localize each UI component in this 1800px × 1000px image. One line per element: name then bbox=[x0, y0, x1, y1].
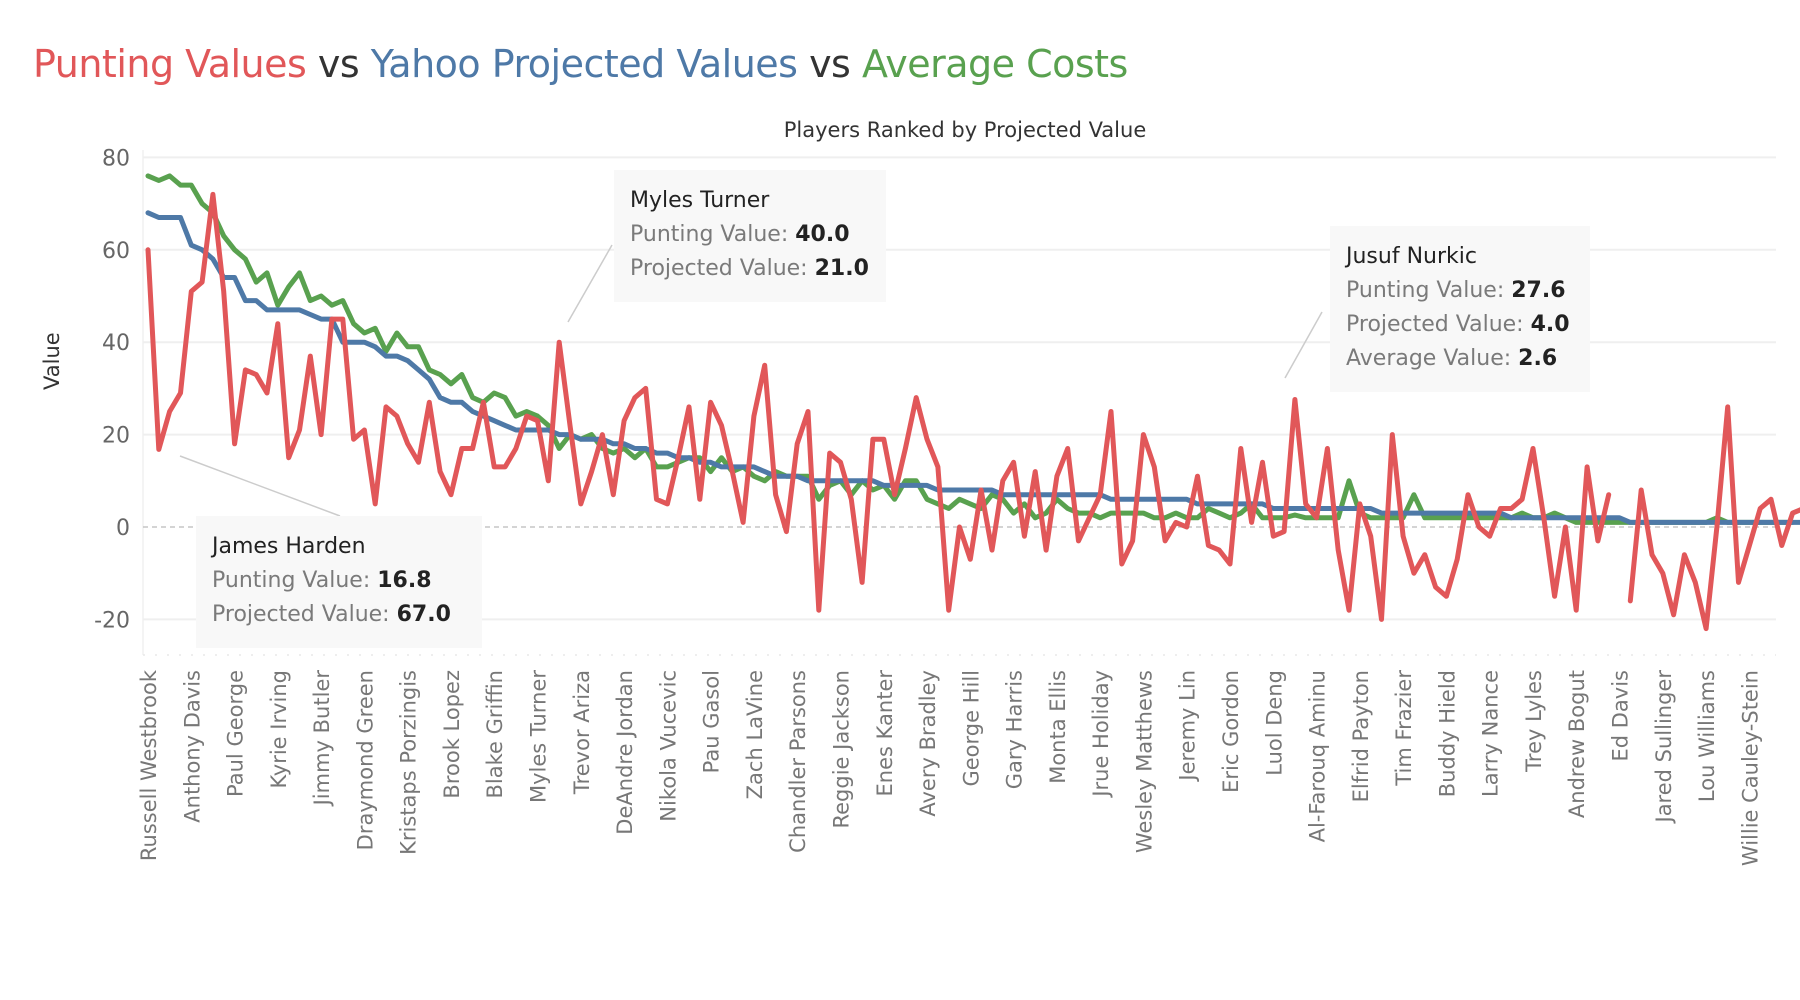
tooltip-player-name: Myles Turner bbox=[630, 188, 770, 213]
x-tick-label: Trevor Ariza bbox=[570, 670, 594, 795]
y-axis-ticks: 80 60 40 20 0 -20 bbox=[94, 146, 130, 633]
x-tick-label: Draymond Green bbox=[353, 670, 377, 850]
x-tick-label: Jeremy Lin bbox=[1176, 670, 1200, 783]
x-tick-label: DeAndre Jordan bbox=[613, 670, 637, 835]
x-tick-label: Anthony Davis bbox=[180, 670, 204, 823]
x-tick-label: Zach LaVine bbox=[743, 670, 767, 799]
series-lines bbox=[145, 173, 1800, 632]
y-tick-label: 40 bbox=[102, 331, 130, 356]
x-tick-label: Willie Cauley-Stein bbox=[1738, 670, 1762, 866]
x-tick-label: Monta Ellis bbox=[1046, 670, 1070, 784]
x-tick-label: Eric Gordon bbox=[1219, 670, 1243, 793]
tooltip-myles-turner: Myles Turner Punting Value: 40.0 Project… bbox=[614, 170, 886, 302]
title-vs-1: vs bbox=[317, 42, 360, 86]
x-tick-label: Gary Harris bbox=[1003, 670, 1027, 789]
chart-title: Punting Values vs Yahoo Projected Values… bbox=[33, 42, 1128, 86]
series-line-punting-value bbox=[145, 191, 1612, 622]
chart-subtitle: Players Ranked by Projected Value bbox=[783, 118, 1147, 142]
x-tick-label: Ed Davis bbox=[1609, 670, 1633, 762]
title-vs-2: vs bbox=[809, 42, 851, 86]
leader-line-harden bbox=[179, 455, 341, 517]
x-tick-label: Chandler Parsons bbox=[786, 670, 810, 853]
tooltip-line: Projected Value: 67.0 bbox=[212, 602, 451, 627]
x-tick-label: Buddy Hield bbox=[1435, 670, 1459, 797]
x-tick-label: Avery Bradley bbox=[916, 670, 940, 817]
series-line-punting-value bbox=[1627, 404, 1800, 632]
y-tick-label: 60 bbox=[102, 239, 130, 264]
leader-line-nurkic bbox=[1284, 311, 1323, 379]
series-line-projected-value bbox=[145, 210, 1800, 525]
tooltip-jusuf-nurkic: Jusuf Nurkic Punting Value: 27.6 Project… bbox=[1330, 226, 1590, 392]
x-tick-label: Lou Williams bbox=[1695, 670, 1719, 802]
x-tick-label: Wesley Matthews bbox=[1132, 670, 1156, 853]
x-tick-label: Myles Turner bbox=[527, 670, 551, 803]
tooltip-leader-lines bbox=[179, 244, 1323, 517]
x-tick-label: Enes Kanter bbox=[873, 670, 897, 797]
title-average-costs: Average Costs bbox=[861, 42, 1128, 86]
x-tick-label: Nikola Vucevic bbox=[656, 670, 680, 822]
tooltip-line: Punting Value: 40.0 bbox=[630, 222, 850, 247]
x-tick-label: Elfrid Payton bbox=[1349, 670, 1373, 802]
x-tick-label: Andrew Bogut bbox=[1565, 670, 1589, 818]
x-tick-label: Kyrie Irving bbox=[267, 670, 291, 788]
x-axis-ticks: Russell Westbrook Anthony Davis Paul Georg… bbox=[137, 669, 1762, 866]
x-tick-label: Larry Nance bbox=[1479, 670, 1503, 797]
tooltip-player-name: Jusuf Nurkic bbox=[1346, 244, 1477, 269]
x-tick-label: Jared Sullinger bbox=[1652, 670, 1676, 825]
x-tick-label: Trey Lyles bbox=[1522, 670, 1546, 773]
y-tick-label: -20 bbox=[94, 608, 130, 633]
x-tick-label: Tim Frazier bbox=[1392, 670, 1416, 787]
x-tick-label: Brook Lopez bbox=[440, 670, 464, 799]
y-tick-label: 80 bbox=[102, 146, 130, 171]
x-tick-label: Pau Gasol bbox=[700, 670, 724, 773]
tooltip-line: Projected Value: 4.0 bbox=[1346, 312, 1570, 337]
x-tick-label: Russell Westbrook bbox=[137, 669, 161, 861]
y-tick-label: 0 bbox=[116, 516, 130, 541]
x-tick-label: George Hill bbox=[959, 670, 983, 787]
x-tick-label: Jrue Holiday bbox=[1089, 670, 1113, 799]
x-tick-label: Reggie Jackson bbox=[829, 670, 853, 829]
x-tick-label: Paul George bbox=[224, 670, 248, 797]
tooltip-line: Punting Value: 27.6 bbox=[1346, 278, 1566, 303]
title-punting-values: Punting Values bbox=[33, 42, 307, 86]
x-tick-label: Blake Griffin bbox=[483, 670, 507, 798]
title-yahoo-projected-values: Yahoo Projected Values bbox=[370, 42, 798, 86]
tooltip-line: Punting Value: 16.8 bbox=[212, 568, 432, 593]
y-tick-label: 20 bbox=[102, 424, 130, 449]
tooltip-line: Average Value: 2.6 bbox=[1346, 346, 1558, 371]
x-tick-label: Al-Farouq Aminu bbox=[1306, 670, 1330, 842]
series-line-average-value bbox=[145, 173, 1796, 525]
x-tick-label: Jimmy Butler bbox=[310, 670, 334, 808]
tooltip-line: Projected Value: 21.0 bbox=[630, 256, 869, 281]
leader-line-turner bbox=[567, 244, 613, 323]
tooltip-player-name: James Harden bbox=[212, 534, 366, 559]
x-tick-label: Kristaps Porzingis bbox=[397, 670, 421, 855]
x-tick-label: Luol Deng bbox=[1262, 670, 1286, 776]
tooltip-james-harden: James Harden Punting Value: 16.8 Project… bbox=[196, 516, 482, 648]
